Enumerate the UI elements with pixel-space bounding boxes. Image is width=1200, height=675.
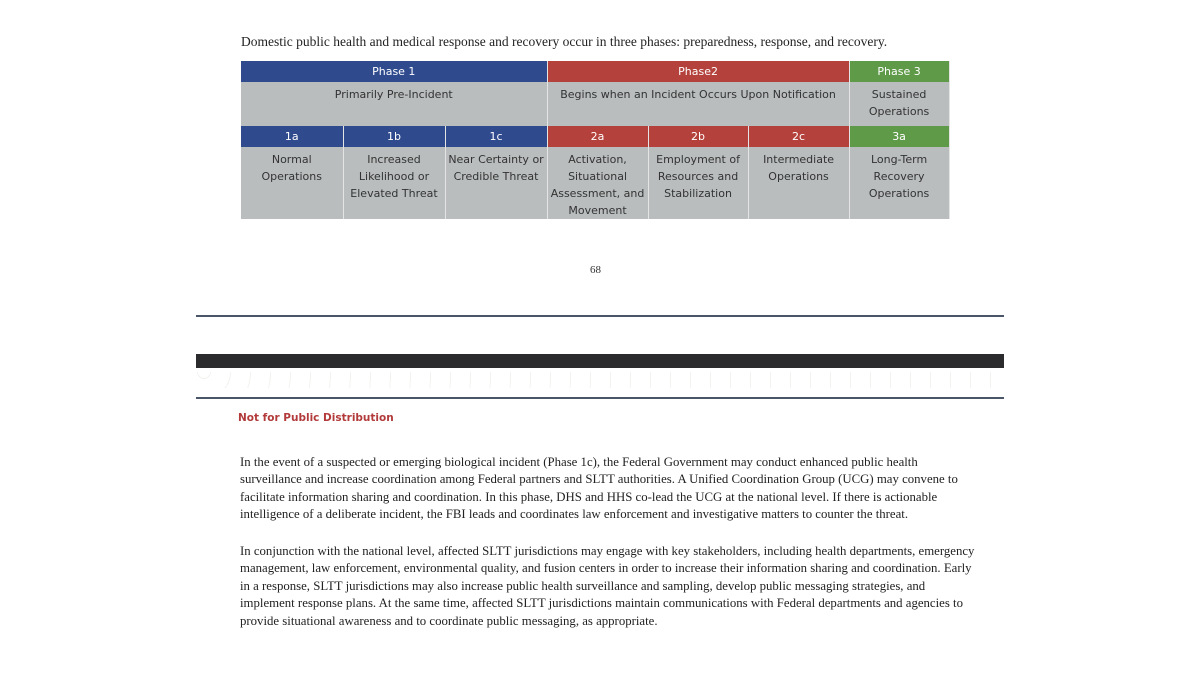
phases-table: Phase 1 Phase2 Phase 3 Primarily Pre-Inc… — [241, 61, 950, 219]
phase-3-desc: Sustained Operations — [849, 82, 950, 126]
subphase-code: 2c — [748, 126, 850, 147]
subphase-desc: Activation, Situational Assessment, and … — [547, 147, 649, 219]
distribution-notice: Not for Public Distribution — [238, 412, 394, 424]
subphase-desc: Long-Term Recovery Operations — [849, 147, 950, 219]
subphase-desc: Near Certainty or Credible Threat — [445, 147, 548, 219]
phase-2-header: Phase2 — [547, 61, 850, 82]
page-number: 68 — [590, 264, 601, 276]
page-divider — [196, 315, 1004, 317]
subphase-code: 3a — [849, 126, 950, 147]
subphase-code: 1b — [343, 126, 446, 147]
subphase-desc: Increased Likelihood or Elevated Threat — [343, 147, 446, 219]
subphase-code: 2a — [547, 126, 649, 147]
subphase-desc: Normal Operations — [241, 147, 344, 219]
body-paragraph: In conjunction with the national level, … — [240, 544, 975, 628]
page-gap-bar — [196, 354, 1004, 368]
subphase-code: 1c — [445, 126, 548, 147]
phase-1-desc: Primarily Pre-Incident — [241, 82, 548, 126]
phase-1-header: Phase 1 — [241, 61, 548, 82]
subphase-code: 2b — [648, 126, 749, 147]
page-divider — [196, 397, 1004, 399]
body-paragraph: In the event of a suspected or emerging … — [240, 455, 958, 522]
phase-2-desc: Begins when an Incident Occurs Upon Noti… — [547, 82, 850, 126]
subphase-desc: Employment of Resources and Stabilizatio… — [648, 147, 749, 219]
page-edge — [196, 372, 1004, 388]
subphase-desc: Intermediate Operations — [748, 147, 850, 219]
subphase-code: 1a — [241, 126, 344, 147]
phase-3-header: Phase 3 — [849, 61, 950, 82]
intro-sentence: Domestic public health and medical respo… — [241, 34, 888, 49]
